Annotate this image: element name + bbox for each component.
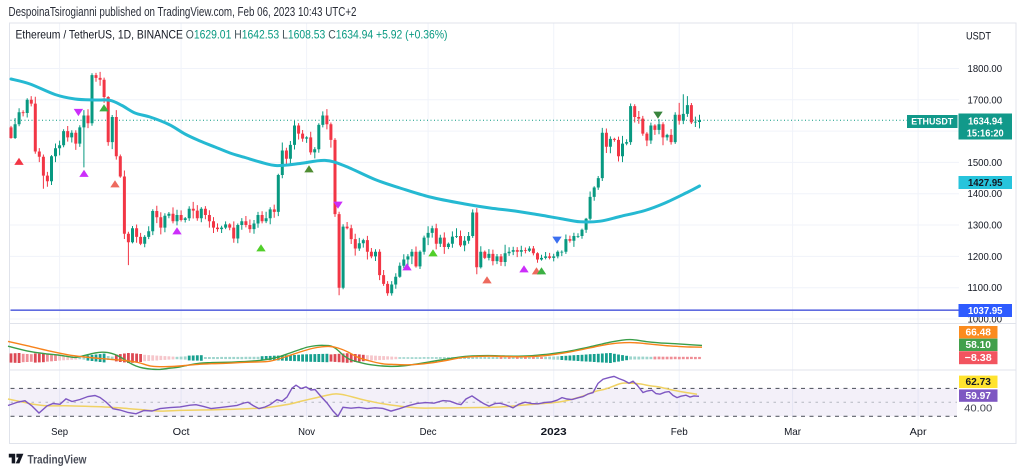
svg-text:Feb: Feb [671, 426, 688, 438]
svg-text:1037.95: 1037.95 [968, 305, 1003, 317]
svg-text:Dec: Dec [420, 426, 437, 438]
svg-text:1500.00: 1500.00 [968, 157, 1003, 169]
svg-text:15:16:20: 15:16:20 [967, 127, 1004, 139]
svg-text:58.10: 58.10 [965, 339, 991, 351]
svg-text:59.97: 59.97 [965, 390, 991, 402]
svg-text:Ethereum / TetherUS, 1D, BINAN: Ethereum / TetherUS, 1D, BINANCE O1629.0… [16, 28, 448, 42]
svg-text:1300.00: 1300.00 [968, 220, 1003, 232]
svg-text:Mar: Mar [784, 426, 801, 438]
svg-text:DespoinaTsirogianni published: DespoinaTsirogianni published on Trading… [9, 5, 357, 19]
svg-text:2023: 2023 [541, 426, 567, 438]
svg-text:1634.94: 1634.94 [968, 115, 1003, 127]
svg-text:TradingView: TradingView [28, 453, 88, 467]
svg-text:1400.00: 1400.00 [968, 188, 1003, 200]
svg-text:62.73: 62.73 [965, 376, 991, 388]
svg-text:1427.95: 1427.95 [968, 177, 1003, 189]
svg-text:ETHUSDT: ETHUSDT [911, 117, 953, 128]
svg-text:1800.00: 1800.00 [968, 63, 1003, 75]
svg-text:Nov: Nov [298, 426, 316, 438]
svg-text:Apr: Apr [910, 426, 928, 438]
svg-text:−8.38: −8.38 [965, 352, 992, 364]
svg-text:1200.00: 1200.00 [968, 251, 1003, 263]
svg-text:1100.00: 1100.00 [968, 282, 1003, 294]
svg-text:USDT: USDT [966, 31, 991, 43]
svg-text:1700.00: 1700.00 [968, 94, 1003, 106]
svg-text:66.48: 66.48 [965, 327, 991, 339]
svg-text:Sep: Sep [51, 426, 68, 438]
svg-text:Oct: Oct [173, 426, 190, 438]
svg-text:40.00: 40.00 [964, 403, 992, 415]
